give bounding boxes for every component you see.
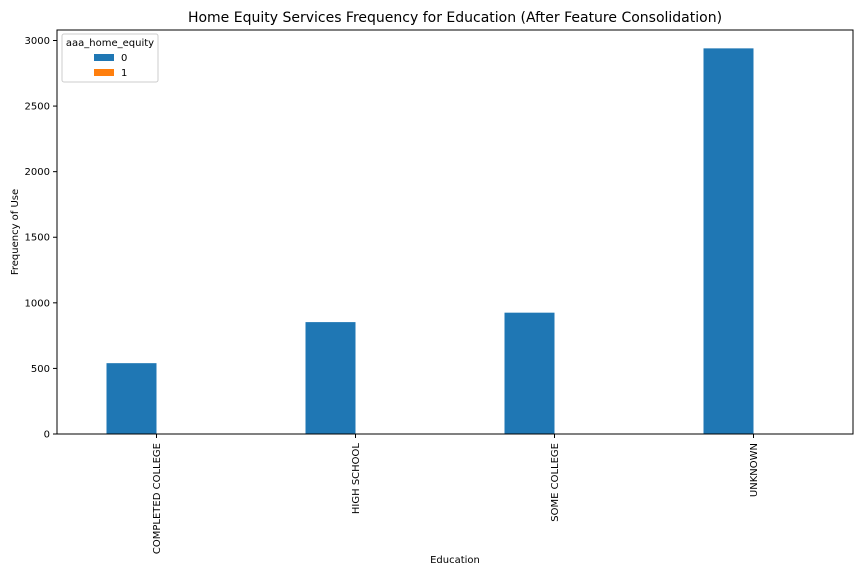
chart-title: Home Equity Services Frequency for Educa… xyxy=(188,10,722,26)
x-tick-label: UNKNOWN xyxy=(749,443,760,497)
y-axis: 0 500 1000 1500 2000 2500 3000 xyxy=(25,36,57,441)
bar-some-college-series-0 xyxy=(504,312,555,434)
legend-label-1: 1 xyxy=(121,68,127,79)
x-tick-label: SOME COLLEGE xyxy=(550,443,561,522)
bar-completed-college-series-0 xyxy=(106,363,157,434)
y-tick-label: 1000 xyxy=(25,298,50,309)
x-tick-label: COMPLETED COLLEGE xyxy=(152,443,163,554)
y-tick-label: 1500 xyxy=(25,233,50,244)
x-tick-label: HIGH SCHOOL xyxy=(351,443,362,515)
y-tick-label: 2500 xyxy=(25,102,50,113)
legend-label-0: 0 xyxy=(121,53,127,64)
bars-group xyxy=(106,48,754,434)
x-axis: COMPLETED COLLEGE HIGH SCHOOL SOME COLLEGE… xyxy=(152,434,760,554)
y-tick-label: 500 xyxy=(31,364,50,375)
y-axis-label: Frequency of Use xyxy=(10,189,21,275)
legend-swatch-0 xyxy=(94,54,114,61)
bar-high-school-series-0 xyxy=(305,322,356,434)
y-tick-label: 0 xyxy=(44,430,50,441)
y-tick-label: 3000 xyxy=(25,36,50,47)
legend-title: aaa_home_equity xyxy=(66,38,154,49)
legend-swatch-1 xyxy=(94,69,114,76)
bar-unknown-series-0 xyxy=(703,48,754,434)
x-axis-label: Education xyxy=(430,555,480,566)
legend: aaa_home_equity 0 1 xyxy=(61,33,159,83)
plot-frame xyxy=(56,29,854,435)
y-tick-label: 2000 xyxy=(25,167,50,178)
